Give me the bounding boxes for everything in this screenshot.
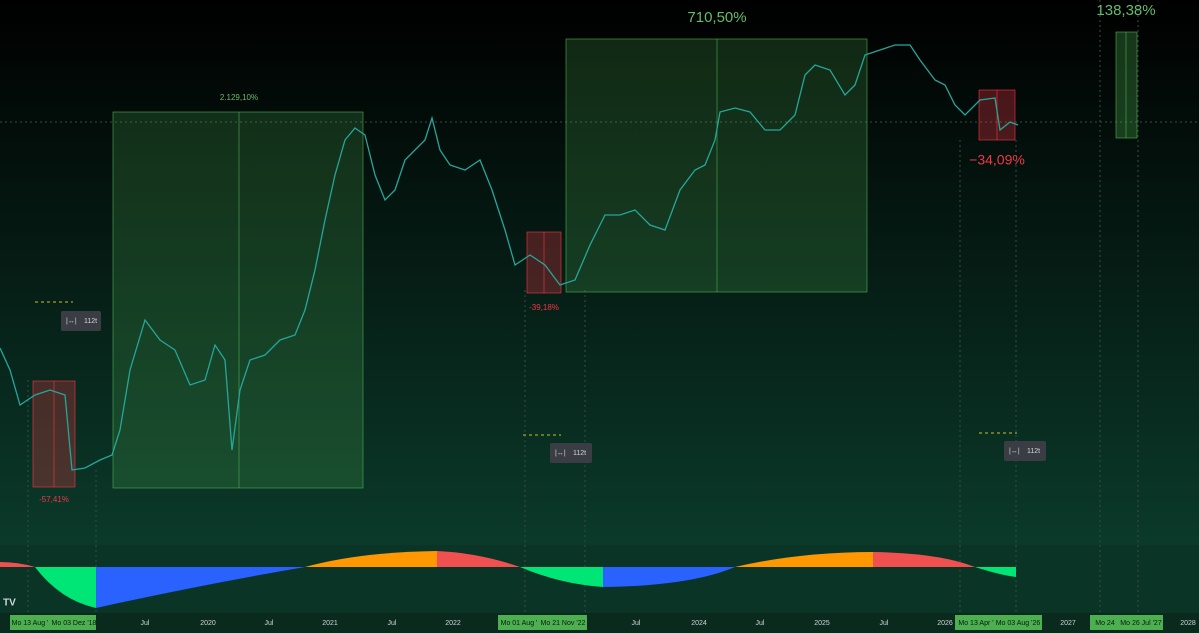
bar-count-badges	[61, 311, 1046, 463]
gain-label: 710,50%	[687, 9, 746, 26]
gain-label: 138,38%	[1096, 2, 1155, 19]
time-label: 2022	[445, 620, 461, 627]
time-label: Mo 03 Dez '18	[52, 620, 97, 627]
time-label: 2021	[322, 620, 338, 627]
loss-label: -57,41%	[39, 495, 69, 504]
bar-count: 112t	[84, 318, 97, 325]
badge-icon: |↔|	[555, 450, 566, 457]
time-label: Mo 13 Apr '	[958, 620, 993, 627]
level-lines	[35, 301, 1017, 436]
time-label: 2028	[1180, 620, 1196, 627]
badge-icon: |↔|	[1009, 448, 1020, 455]
bar-count: 112t	[1027, 448, 1040, 455]
time-label: Jul	[265, 620, 274, 627]
gain-label: 2.129,10%	[220, 93, 258, 102]
time-label: Mo 13 Aug '	[12, 620, 49, 627]
time-label: 2020	[200, 620, 216, 627]
time-highlights	[10, 615, 1163, 630]
time-axis	[0, 613, 1199, 633]
time-label: Mo 24	[1095, 620, 1115, 627]
time-label: Mo 01 Aug '	[501, 620, 538, 627]
range-boxes	[32, 31, 1138, 489]
time-label: 2027	[1060, 620, 1076, 627]
time-label: Jul	[632, 620, 641, 627]
oscillator	[0, 551, 1016, 608]
time-label: Jul	[141, 620, 150, 627]
time-label: Mo 21 Nov '22	[541, 620, 586, 627]
time-label: Jul	[388, 620, 397, 627]
loss-label: -39,18%	[529, 303, 559, 312]
time-label: 2026	[937, 620, 953, 627]
time-label: Jul	[880, 620, 889, 627]
loss-label: −34,09%	[969, 152, 1025, 168]
bar-count: 112t	[573, 450, 586, 457]
logo: TV	[3, 598, 16, 609]
price-line	[0, 44, 1019, 471]
time-label: Mo 03 Aug '26	[996, 620, 1041, 627]
time-label: Mo 26 Jul '27	[1120, 620, 1162, 627]
price-pane	[0, 0, 1199, 545]
time-label: 2025	[814, 620, 830, 627]
badge-icon: |↔|	[66, 318, 77, 325]
time-label: Jul	[756, 620, 765, 627]
time-label: 2024	[691, 620, 707, 627]
